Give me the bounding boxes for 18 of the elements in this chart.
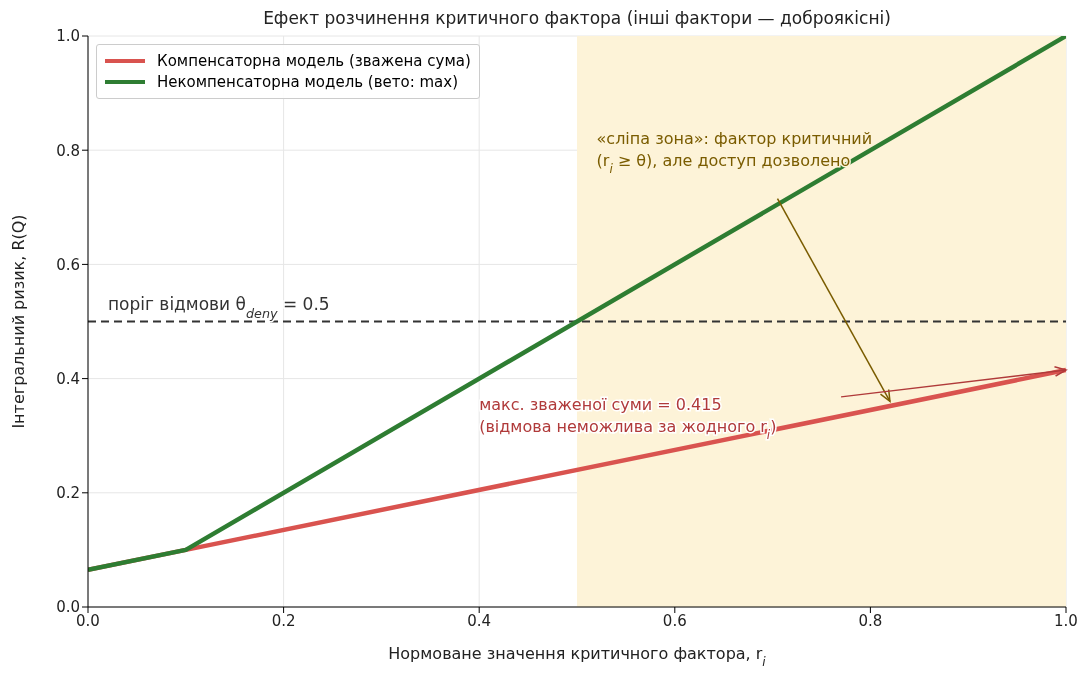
y-tick-label: 0.8 bbox=[56, 141, 80, 160]
x-tick-label: 1.0 bbox=[1054, 611, 1078, 630]
ref-line-label: поріг відмови θ$_{deny}$ = 0.5 bbox=[108, 293, 330, 320]
x-tick-label: 0.8 bbox=[858, 611, 883, 630]
y-tick-label: 0.4 bbox=[56, 369, 80, 388]
x-tick-label: 0.2 bbox=[271, 611, 296, 630]
legend-label: Компенсаторна модель (зважена сума) bbox=[157, 52, 471, 70]
y-tick-label: 1.0 bbox=[56, 27, 80, 46]
annotation: «сліпа зона»: фактор критичний (r$_{i}$ ≥ θ), але доступ дозволено bbox=[596, 129, 873, 177]
y-tick-label: 0.2 bbox=[56, 484, 80, 503]
y-tick-label: 0.6 bbox=[56, 255, 80, 274]
chart-title: Ефект розчинення критичного фактора (інші фактори — доброякісні) bbox=[263, 8, 891, 28]
x-tick-label: 0.4 bbox=[467, 611, 492, 630]
y-axis-title: Інтегральний ризик, R(Q) bbox=[9, 214, 28, 429]
x-tick-label: 0.6 bbox=[662, 611, 687, 630]
x-tick-label: 0.0 bbox=[76, 611, 100, 630]
legend-label: Некомпенсаторна модель (вето: max) bbox=[157, 73, 459, 91]
x-axis-title: Нормоване значення критичного фактора, r$_{i}$ bbox=[388, 644, 767, 669]
